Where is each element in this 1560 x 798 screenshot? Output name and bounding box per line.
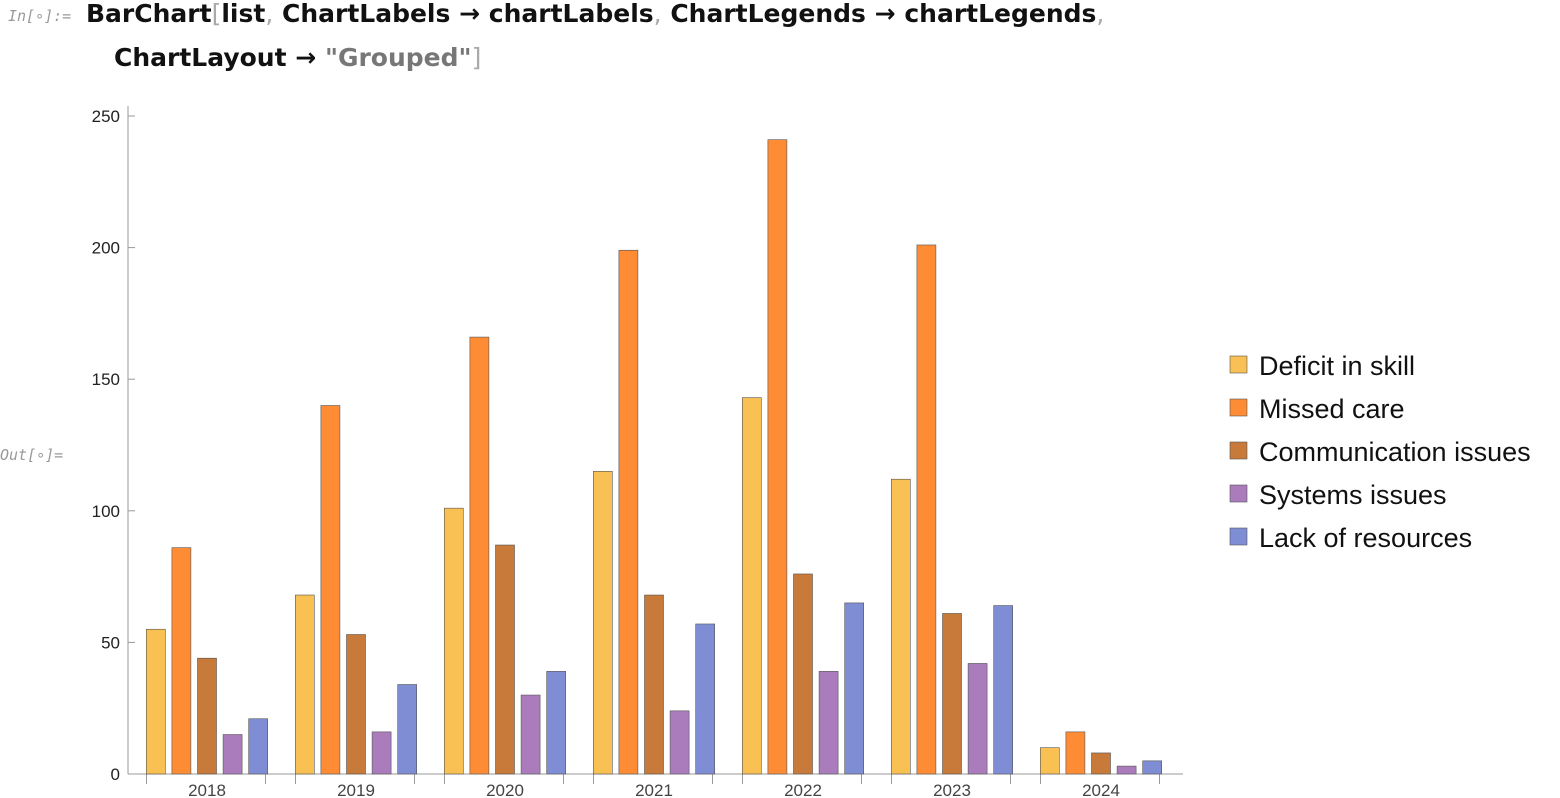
code-token: → <box>874 0 896 28</box>
bar <box>592 471 613 775</box>
bar <box>146 628 166 775</box>
bar <box>1040 747 1060 775</box>
x-tick-label: 2020 <box>486 781 524 798</box>
legend-swatch <box>1229 398 1248 417</box>
legend-label: Deficit in skill <box>1259 351 1415 381</box>
code-token: ChartLayout <box>114 43 287 72</box>
y-tick-label: 200 <box>92 239 120 258</box>
bar <box>248 718 268 775</box>
code-token: , <box>653 0 662 28</box>
code-token: → <box>295 43 317 72</box>
code-token: chartLegends <box>904 0 1097 28</box>
bar <box>1116 765 1137 775</box>
bar <box>916 244 937 775</box>
legend-label: Systems issues <box>1259 480 1447 510</box>
code-token: chartLabels <box>488 0 654 28</box>
bar <box>942 613 962 775</box>
legend-swatch <box>1229 355 1248 374</box>
bar <box>346 634 366 775</box>
bar <box>320 405 341 775</box>
bar <box>371 731 392 775</box>
code-line: BarChart[list, ChartLabels → chartLabels… <box>86 0 1104 28</box>
bar <box>222 734 243 775</box>
input-label: In[∘]:= <box>8 7 72 25</box>
bar <box>767 139 788 775</box>
bar <box>1091 752 1111 775</box>
bar <box>644 594 664 775</box>
bar <box>469 336 490 775</box>
bar <box>495 544 515 775</box>
legend-label: Missed care <box>1259 394 1405 424</box>
code-token: list <box>221 0 266 28</box>
bar <box>520 694 541 775</box>
output-label: Out[∘]= <box>0 446 64 464</box>
bar <box>443 507 464 775</box>
legend-label: Communication issues <box>1259 437 1531 467</box>
y-tick-label: 50 <box>101 633 120 652</box>
bar <box>171 547 192 775</box>
y-tick-label: 0 <box>111 765 120 784</box>
code-token: BarChart <box>86 0 212 28</box>
bar <box>1142 760 1162 775</box>
bar <box>967 663 988 775</box>
bar <box>793 573 813 775</box>
bar <box>669 710 690 775</box>
legend-swatch <box>1229 441 1248 460</box>
bar <box>818 671 839 775</box>
code-token: ChartLegends <box>670 0 866 28</box>
y-tick-label: 150 <box>92 370 120 389</box>
legend-swatch <box>1229 527 1248 546</box>
legend-label: Lack of resources <box>1259 523 1472 553</box>
y-tick-label: 250 <box>92 107 120 126</box>
bar <box>1065 731 1086 775</box>
code-line: ChartLayout → "Grouped"] <box>114 43 481 72</box>
x-tick-label: 2019 <box>337 781 375 798</box>
y-tick-label: 100 <box>92 502 120 521</box>
bar <box>741 397 762 775</box>
code-token: [ <box>211 0 222 28</box>
x-tick-label: 2018 <box>188 781 226 798</box>
code-token: , <box>265 0 274 28</box>
code-token: ChartLabels <box>281 0 451 28</box>
bar <box>618 249 639 775</box>
bar <box>695 623 716 775</box>
code-token: , <box>1096 0 1105 28</box>
code-token: "Grouped" <box>324 43 472 72</box>
legend-swatch <box>1229 484 1248 503</box>
bar <box>890 478 911 775</box>
bar <box>397 684 418 775</box>
bar <box>546 671 567 775</box>
bar <box>197 657 217 775</box>
x-tick-label: 2021 <box>635 781 673 798</box>
x-tick-label: 2024 <box>1082 781 1120 798</box>
bar <box>294 594 315 775</box>
x-tick-label: 2022 <box>784 781 822 798</box>
x-tick-label: 2023 <box>933 781 971 798</box>
code-token: ] <box>471 43 482 72</box>
bar <box>993 605 1014 775</box>
code-token: → <box>459 0 481 28</box>
bar <box>844 602 865 775</box>
